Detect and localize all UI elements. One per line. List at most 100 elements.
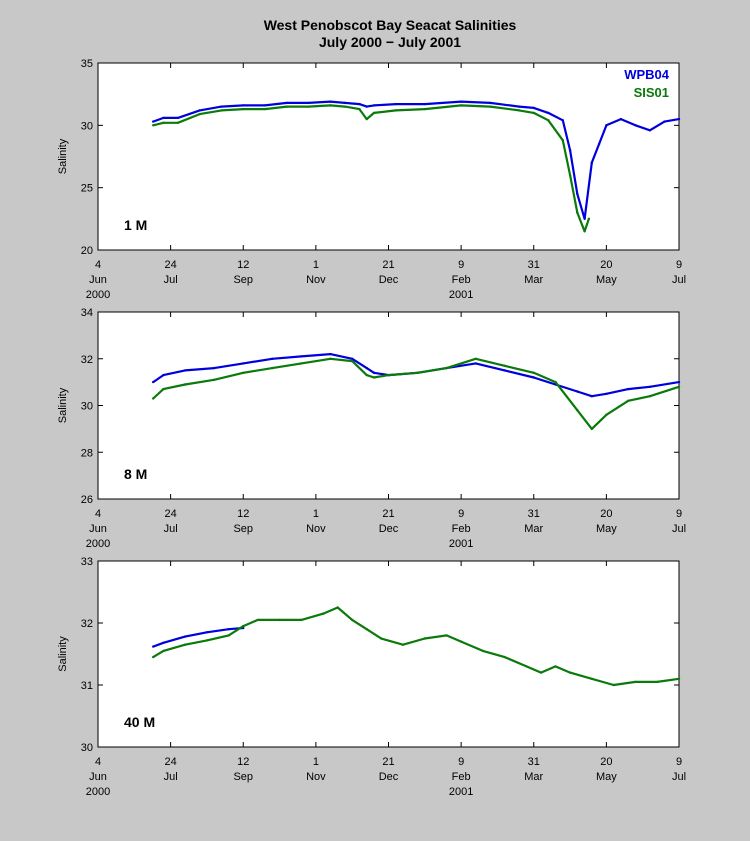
x-tick-label-month: Jun	[89, 274, 107, 286]
data-point-sis01	[401, 643, 405, 646]
data-point-sis01	[568, 671, 572, 674]
data-point-wpb04	[663, 120, 666, 123]
x-year-label: 2000	[86, 538, 110, 550]
y-axis-label: Salinity	[57, 138, 69, 174]
data-point-wpb04	[547, 111, 550, 115]
data-point-wpb04	[220, 105, 223, 108]
x-year-label: 2001	[449, 538, 473, 550]
data-point-sis01	[358, 107, 361, 111]
x-year-label: 2000	[86, 289, 110, 301]
x-tick-label-month: Dec	[379, 771, 399, 783]
y-tick-label: 34	[81, 307, 93, 319]
data-point-wpb04	[372, 371, 376, 374]
data-point-wpb04	[152, 120, 155, 123]
data-point-sis01	[162, 649, 165, 653]
legend-entry-wpb04: WPB04	[624, 67, 670, 82]
x-tick-label-day: 9	[458, 756, 464, 768]
data-point-wpb04	[532, 106, 535, 110]
data-point-sis01	[547, 119, 550, 122]
data-point-wpb04	[205, 631, 209, 634]
data-point-sis01	[561, 139, 564, 142]
data-point-sis01	[300, 362, 303, 365]
data-point-wpb04	[329, 352, 332, 356]
x-tick-label-day: 31	[528, 756, 540, 768]
data-point-sis01	[372, 376, 376, 379]
data-point-wpb04	[627, 387, 630, 391]
chart-title: West Penobscot Bay Seacat Salinities	[263, 17, 517, 33]
y-axis-label: Salinity	[57, 636, 69, 672]
x-tick-label-day: 9	[676, 508, 682, 520]
data-point-sis01	[423, 637, 426, 640]
data-point-sis01	[554, 665, 557, 668]
data-point-sis01	[590, 427, 593, 431]
x-tick-label-day: 24	[165, 508, 177, 520]
x-tick-label-month: Feb	[452, 274, 471, 286]
x-tick-label-day: 12	[237, 756, 249, 768]
data-point-sis01	[503, 655, 506, 659]
data-point-wpb04	[263, 104, 267, 107]
x-tick-label-month: Sep	[233, 523, 253, 535]
data-point-wpb04	[152, 645, 155, 648]
data-point-sis01	[445, 366, 448, 370]
depth-label: 8 M	[124, 466, 147, 482]
x-tick-label-day: 21	[382, 508, 394, 520]
data-point-wpb04	[198, 109, 201, 112]
data-point-wpb04	[307, 101, 310, 105]
data-point-wpb04	[503, 369, 506, 372]
data-point-wpb04	[183, 635, 187, 638]
y-tick-label: 20	[81, 245, 93, 257]
x-tick-label-day: 9	[676, 259, 682, 271]
data-point-sis01	[336, 606, 339, 609]
y-tick-label: 26	[81, 494, 93, 506]
data-point-sis01	[365, 628, 368, 631]
data-point-wpb04	[343, 101, 347, 105]
x-tick-label-month: Sep	[233, 274, 253, 286]
x-tick-label-month: Feb	[452, 771, 471, 783]
x-tick-label-month: Jul	[164, 523, 178, 535]
data-point-sis01	[242, 624, 245, 628]
data-point-sis01	[634, 680, 637, 684]
x-tick-label-day: 9	[676, 756, 682, 768]
plot-area	[97, 311, 680, 500]
data-point-sis01	[656, 680, 659, 684]
data-point-wpb04	[561, 119, 564, 122]
y-tick-label: 25	[81, 183, 93, 195]
data-point-sis01	[242, 107, 245, 111]
data-point-sis01	[321, 612, 325, 615]
depth-label: 40 M	[124, 714, 155, 730]
data-point-wpb04	[576, 390, 579, 393]
data-point-wpb04	[300, 355, 303, 358]
data-point-sis01	[532, 371, 535, 374]
x-tick-label-month: May	[596, 771, 617, 783]
data-point-sis01	[329, 357, 332, 360]
x-tick-label-day: 12	[237, 259, 249, 271]
data-point-sis01	[183, 383, 187, 386]
data-point-wpb04	[677, 380, 681, 384]
data-point-wpb04	[365, 105, 368, 108]
data-point-sis01	[416, 371, 419, 374]
data-point-sis01	[365, 117, 368, 121]
data-point-sis01	[263, 107, 267, 111]
chart-subtitle: July 2000 − July 2001	[318, 34, 462, 50]
y-tick-label: 32	[81, 354, 93, 366]
x-tick-label-month: Jun	[89, 523, 107, 535]
data-point-wpb04	[489, 101, 492, 105]
data-point-sis01	[271, 366, 274, 370]
x-tick-label-month: Dec	[379, 274, 399, 286]
x-tick-label-month: Jul	[164, 274, 178, 286]
data-point-sis01	[380, 637, 383, 640]
depth-label: 1 M	[124, 217, 147, 233]
x-tick-label-day: 9	[458, 259, 464, 271]
data-point-wpb04	[365, 366, 368, 370]
data-point-wpb04	[605, 124, 608, 127]
x-tick-label-month: Nov	[306, 771, 326, 783]
x-tick-label-month: Mar	[524, 523, 543, 535]
data-point-sis01	[539, 671, 543, 674]
data-point-sis01	[423, 107, 426, 111]
data-point-wpb04	[568, 149, 572, 152]
data-point-wpb04	[634, 124, 637, 127]
data-point-wpb04	[183, 369, 187, 372]
data-point-sis01	[176, 121, 180, 125]
data-point-sis01	[227, 634, 230, 637]
